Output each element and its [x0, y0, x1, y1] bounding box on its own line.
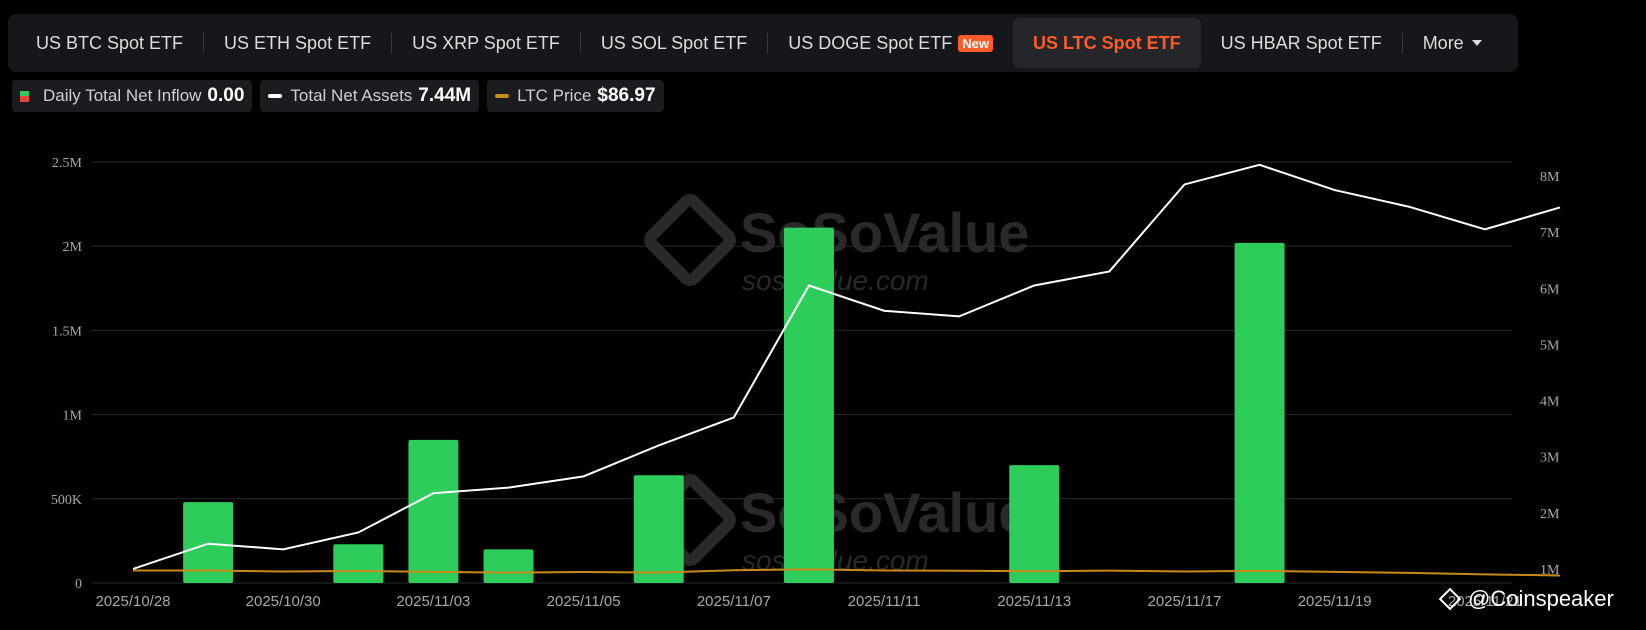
inflow-bar [1234, 242, 1285, 583]
x-tick-label: 2025/11/05 [547, 593, 621, 610]
x-tick-label: 2025/11/17 [1147, 593, 1221, 610]
y-right-tick-label: 8M [1540, 170, 1560, 185]
etf-tab-bar: US BTC Spot ETF US ETH Spot ETF US XRP Spo… [8, 14, 1518, 72]
tab-more[interactable]: More [1403, 18, 1502, 68]
sosovalue-logo-icon [644, 194, 736, 286]
y-left-tick-label: 0 [75, 577, 82, 592]
inflow-bar [633, 475, 684, 583]
x-tick-label: 2025/11/21 [1448, 593, 1522, 610]
legend-inflow-value: 0.00 [207, 85, 245, 106]
legend-price-label: LTC Price [517, 86, 592, 105]
tab-us-ltc-spot-etf-label: US LTC Spot ETF [1032, 32, 1181, 53]
watermark-domain: sosovalue.com [742, 265, 929, 296]
x-tick-label: 2025/11/19 [1298, 593, 1372, 610]
tab-us-hbar-spot-etf-label: US HBAR Spot ETF [1220, 32, 1382, 53]
total-net-assets-line [132, 163, 1561, 570]
credit-text: @Coinspeaker [1468, 586, 1614, 611]
y-left-tick-label: 2.5M [52, 156, 83, 171]
y-right-tick-label: 1M [1540, 563, 1560, 578]
legend-inflow-label: Daily Total Net Inflow [43, 86, 202, 105]
inflow-bar [408, 439, 459, 583]
coinspeaker-logo-icon [1438, 587, 1462, 611]
chevron-down-icon [1471, 40, 1482, 46]
x-tick-label: 2025/11/03 [396, 593, 470, 610]
tab-more-label: More [1422, 32, 1464, 53]
tab-us-doge-spot-etf-label: US DOGE Spot ETF [788, 32, 953, 53]
tab-us-xrp-spot-etf[interactable]: US XRP Spot ETF [392, 18, 580, 68]
tab-separator [391, 33, 393, 53]
legend-total-net-assets[interactable]: Total Net Assets 7.44M [260, 80, 480, 112]
assets-line-swatch-icon [268, 94, 283, 98]
tab-us-sol-spot-etf[interactable]: US SOL Spot ETF [581, 18, 767, 68]
watermark-brand: SoSoValue [740, 481, 1029, 544]
x-tick-label: 2025/10/28 [95, 593, 170, 610]
tab-us-xrp-spot-etf-label: US XRP Spot ETF [412, 32, 560, 53]
ltc-price-line [132, 568, 1561, 577]
legend-ltc-price[interactable]: LTC Price $86.97 [487, 80, 664, 112]
tab-us-doge-spot-etf[interactable]: US DOGE Spot ETF New [768, 18, 1013, 68]
tab-separator [767, 33, 769, 53]
inflow-bar [183, 502, 234, 583]
y-right-tick-label: 6M [1540, 282, 1560, 297]
tab-us-ltc-spot-etf[interactable]: US LTC Spot ETF [1012, 18, 1201, 68]
watermark-brand: SoSoValue [740, 201, 1029, 264]
tab-us-eth-spot-etf[interactable]: US ETH Spot ETF [204, 18, 391, 68]
tab-separator [579, 33, 581, 53]
y-left-tick-label: 1M [63, 409, 83, 424]
coinspeaker-credit: @Coinspeaker [1438, 586, 1614, 612]
inflow-bar [483, 549, 534, 583]
y-right-tick-label: 2M [1540, 507, 1560, 522]
legend-assets-value: 7.44M [418, 85, 472, 106]
inflow-bar [333, 544, 384, 583]
inflow-bar [783, 227, 834, 583]
y-right-tick-label: 4M [1540, 395, 1560, 410]
tab-separator [1401, 33, 1403, 53]
tab-us-sol-spot-etf-label: US SOL Spot ETF [600, 32, 748, 53]
x-tick-label: 2025/11/11 [848, 593, 921, 610]
tab-separator [203, 33, 205, 53]
legend-assets-label: Total Net Assets [290, 86, 413, 105]
y-right-tick-label: 5M [1540, 338, 1560, 353]
tab-us-btc-spot-etf-label: US BTC Spot ETF [36, 32, 184, 53]
legend-price-value: $86.97 [597, 85, 656, 106]
y-left-tick-label: 1.5M [52, 324, 83, 339]
y-left-tick-label: 2M [63, 240, 83, 255]
x-tick-label: 2025/11/13 [997, 593, 1071, 610]
y-right-tick-label: 3M [1540, 451, 1560, 466]
inflow-outflow-swatch-icon [20, 90, 29, 102]
legend-daily-net-inflow[interactable]: Daily Total Net Inflow 0.00 [12, 80, 253, 112]
y-right-tick-label: 7M [1540, 226, 1560, 241]
chart-legend: Daily Total Net Inflow 0.00 Total Net As… [12, 80, 664, 112]
tab-us-btc-spot-etf[interactable]: US BTC Spot ETF [16, 18, 203, 68]
price-line-swatch-icon [495, 94, 510, 98]
y-left-tick-label: 500K [51, 493, 82, 508]
x-tick-label: 2025/10/30 [246, 593, 321, 610]
new-badge: New [958, 34, 993, 52]
tab-us-eth-spot-etf-label: US ETH Spot ETF [224, 32, 372, 53]
inflow-bar [1009, 465, 1060, 583]
tab-us-hbar-spot-etf[interactable]: US HBAR Spot ETF [1201, 18, 1402, 68]
x-tick-label: 2025/11/07 [697, 593, 771, 610]
